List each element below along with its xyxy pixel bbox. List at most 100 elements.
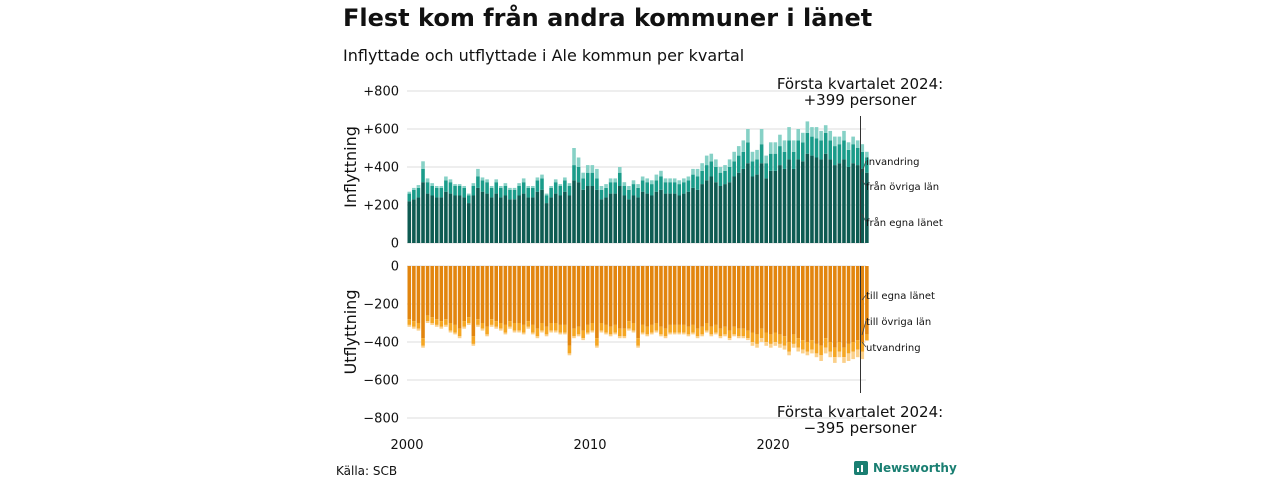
outflow-bar-3 (682, 332, 686, 335)
inflow-bar-1 (741, 168, 746, 243)
outflow-bar-3 (764, 342, 768, 346)
outflow-bar-1 (796, 266, 801, 339)
outflow-bar-1 (759, 266, 764, 329)
outflow-bar-3 (709, 334, 714, 337)
outflow-bar-2 (471, 336, 476, 344)
inflow-bar-1 (672, 193, 677, 243)
inflow-bar-2 (540, 178, 544, 190)
outflow-bar-2 (782, 336, 787, 346)
outflow-bar-2 (540, 323, 544, 331)
outflow-bar-1 (750, 266, 755, 333)
outflow-bar-1 (787, 266, 791, 342)
inflow-bar-2 (407, 193, 412, 202)
outflow-bar-3 (540, 330, 544, 333)
inflow-bar-3 (814, 127, 819, 139)
inflow-bar-2 (508, 189, 512, 200)
inflow-bar-3 (833, 136, 837, 147)
inflow-bar-1 (736, 172, 741, 243)
inflow-bar-2 (553, 182, 558, 194)
inflow-bar-3 (700, 163, 704, 171)
outflow-bar-3 (462, 326, 466, 329)
inflow-bar-1 (526, 197, 531, 243)
outflow-bar-2 (732, 326, 736, 335)
inflow-bar-1 (704, 180, 709, 243)
outflow-bar-3 (787, 351, 791, 356)
outflow-bar-3 (531, 332, 535, 335)
outflow-bar-3 (796, 347, 801, 352)
outflow-bar-1 (425, 266, 430, 316)
outflow-bar-3 (471, 343, 476, 346)
inflow-bar-1 (714, 182, 718, 243)
inflow-bar-1 (617, 186, 622, 243)
outflow-bar-1 (709, 266, 714, 327)
outflow-bar-3 (865, 340, 869, 342)
inflow-bar-3 (659, 170, 663, 177)
inflow-bar-3 (567, 183, 572, 186)
outflow-bar-1 (636, 266, 640, 339)
outflow-series-label: till övriga län (866, 317, 931, 328)
outflow-bar-1 (837, 266, 842, 342)
outflow-bar-3 (434, 324, 439, 327)
inflow-bar-1 (608, 193, 613, 243)
outflow-bar-2 (746, 330, 750, 339)
inflow-bar-1 (768, 170, 773, 243)
outflow-bar-3 (636, 345, 640, 348)
outflow-bar-2 (416, 323, 421, 329)
outflow-bar-3 (585, 332, 590, 335)
outflow-bar-2 (489, 319, 494, 325)
inflow-bar-1 (810, 155, 814, 243)
inflow-bar-1 (595, 189, 599, 243)
outflow-bar-2 (421, 338, 425, 346)
outflow-bar-1 (842, 266, 846, 348)
inflow-bar-2 (558, 186, 563, 196)
outflow-bar-2 (645, 326, 650, 335)
outflow-bar-1 (718, 266, 723, 329)
inflow-bar-1 (622, 195, 627, 243)
inflow-bar-1 (755, 174, 759, 243)
inflow-bar-2 (466, 195, 471, 204)
outflow-bar-2 (650, 324, 654, 333)
outflow-bar-3 (668, 332, 672, 335)
outflow-bar-1 (407, 266, 412, 320)
inflow-bar-2 (471, 186, 476, 196)
inflow-bar-2 (499, 187, 503, 198)
outflow-bar-2 (759, 328, 764, 339)
outflow-bar-1 (723, 266, 727, 327)
inflow-bar-3 (613, 178, 617, 183)
inflow-bar-1 (773, 170, 778, 243)
outflow-bar-3 (521, 332, 526, 335)
inflow-bar-1 (787, 159, 791, 243)
outflow-bar-3 (622, 336, 627, 339)
inflow-bar-2 (704, 165, 709, 181)
outflow-bar-3 (544, 334, 549, 337)
inflow-bar-2 (631, 184, 636, 196)
inflow-bar-2 (448, 182, 453, 194)
outflow-bar-2 (810, 340, 814, 350)
inflow-bar-3 (855, 140, 860, 148)
outflow-bar-3 (412, 326, 416, 329)
outflow-bar-2 (576, 326, 581, 335)
outflow-bar-3 (508, 326, 512, 329)
inflow-bar-3 (759, 129, 764, 145)
inflow-bar-2 (457, 186, 462, 196)
inflow-bar-3 (457, 184, 462, 186)
outflow-bar-2 (599, 323, 604, 331)
inflow-bar-3 (741, 140, 746, 152)
outflow-bar-3 (659, 334, 663, 337)
outflow-bar-3 (828, 351, 833, 358)
inflow-bar-1 (489, 197, 494, 243)
inflow-bar-3 (407, 191, 412, 194)
inflow-bar-1 (563, 191, 567, 243)
outflow-bar-1 (668, 266, 672, 325)
outflow-bar-3 (750, 342, 755, 346)
inflow-bar-1 (700, 184, 704, 243)
inflow-bar-1 (801, 161, 805, 243)
inflow-bar-3 (837, 136, 842, 145)
inflow-bar-3 (778, 134, 782, 147)
inflow-bar-1 (709, 176, 714, 243)
inflow-bar-2 (750, 161, 755, 177)
outflow-bar-3 (855, 349, 860, 358)
inflow-leader-line (861, 160, 867, 173)
outflow-bar-3 (421, 345, 425, 348)
inflow-bar-2 (773, 153, 778, 171)
